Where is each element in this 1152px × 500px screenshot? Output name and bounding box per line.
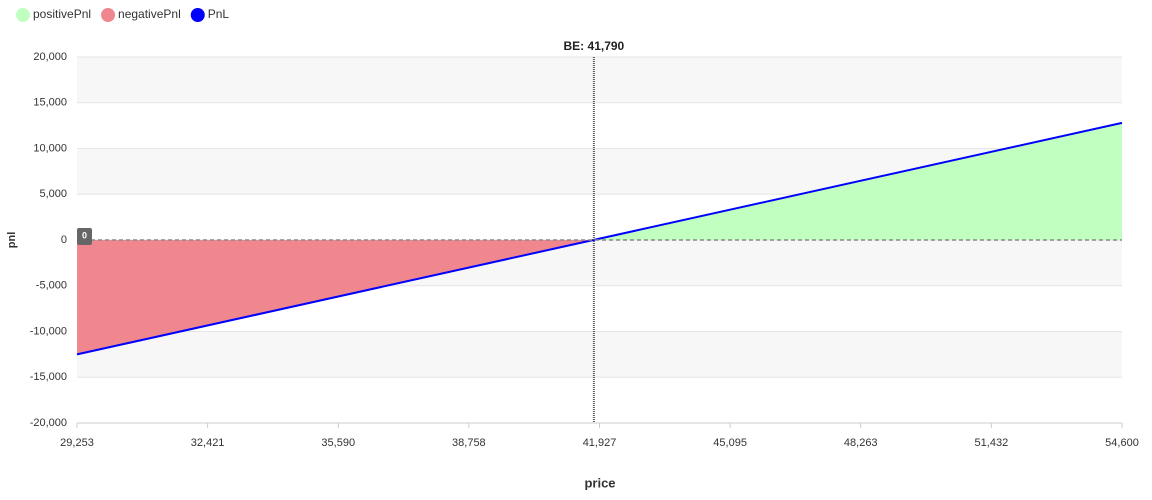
break-even-label: BE: 41,790 [564,39,625,53]
y-tick-label: -15,000 [30,371,67,383]
x-tick-label: 35,590 [321,437,355,449]
zero-badge-label: 0 [82,230,87,240]
grid-band [77,331,1122,378]
legend-marker [190,8,205,22]
x-tick-label: 54,600 [1105,437,1139,449]
y-tick-label: -10,000 [30,325,67,337]
y-tick-label: -5,000 [36,280,67,292]
legend-label: PnL [208,7,230,21]
y-tick-label: -20,000 [30,417,67,429]
x-tick-label: 41,927 [583,437,617,449]
y-tick-label: 20,000 [33,51,67,63]
pnl-line [76,121,1123,356]
y-tick-label: 0 [61,234,67,246]
zero-badge [77,228,92,245]
x-tick-label: 45,095 [713,437,747,449]
y-tick-label: 15,000 [33,97,67,109]
grid-band [77,57,1122,103]
y-axis-title: pnl [6,232,18,249]
legend-label: negativePnl [118,7,181,21]
x-tick-label: 48,263 [844,437,878,449]
legend-label: positivePnl [33,7,91,21]
x-tick-label: 38,758 [452,437,486,449]
x-tick-label: 29,253 [60,437,94,449]
x-axis-title: price [584,475,615,490]
y-tick-label: 5,000 [39,188,67,200]
x-tick-label: 51,432 [975,437,1009,449]
legend-marker [16,8,30,22]
x-tick-label: 32,421 [191,437,225,449]
legend-marker [101,8,116,22]
y-tick-label: 10,000 [33,142,67,154]
